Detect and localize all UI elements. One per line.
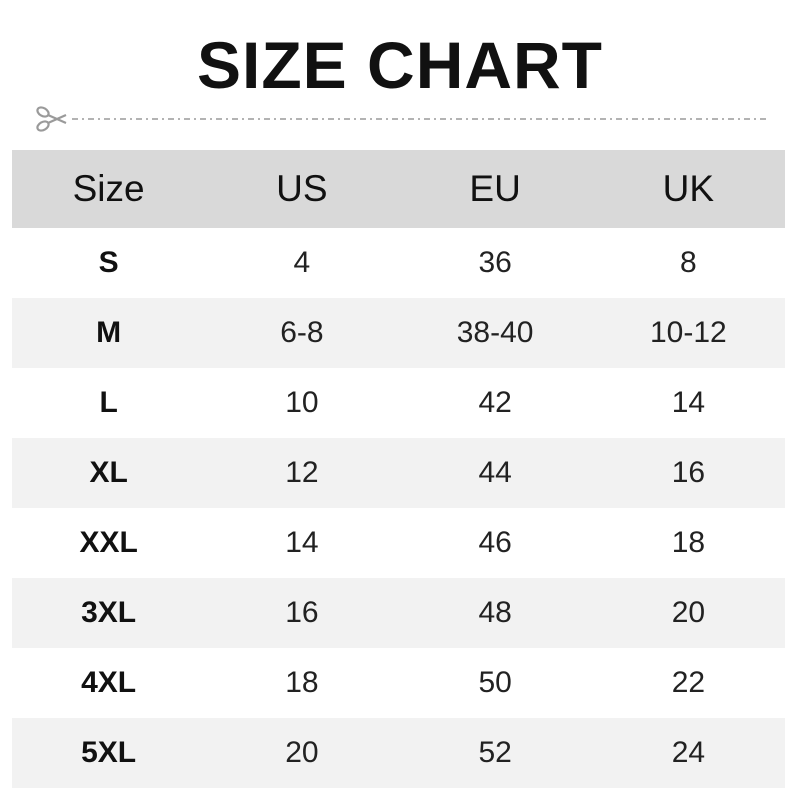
table-row: 4XL 18 50 22 <box>12 648 785 718</box>
table-row: S 4 36 8 <box>12 228 785 298</box>
size-value-eu: 52 <box>398 718 592 788</box>
table-row: XL 12 44 16 <box>12 438 785 508</box>
size-value-us: 14 <box>285 526 319 559</box>
size-label: 3XL <box>12 578 206 648</box>
scissors-icon <box>36 106 67 132</box>
column-header-size: Size <box>12 150 206 228</box>
table-row: 3XL 16 48 20 <box>12 578 785 648</box>
size-value-us: 16 <box>205 578 399 648</box>
size-value-us: 10 <box>285 386 319 419</box>
size-value-eu: 50 <box>478 666 512 699</box>
size-value-uk: 10-12 <box>591 298 785 368</box>
size-value-eu: 44 <box>398 438 592 508</box>
table-row: 5XL 20 52 24 <box>12 718 785 788</box>
size-table: Size US EU UK S 4 36 8 M 6-8 38-40 10-12 L 10 42 14 XL 1… <box>12 150 785 788</box>
size-value-us: 6-8 <box>205 298 399 368</box>
size-value-eu: 46 <box>478 526 512 559</box>
table-header-row: Size US EU UK <box>12 150 785 228</box>
table-row: M 6-8 38-40 10-12 <box>12 298 785 368</box>
size-value-us: 20 <box>205 718 399 788</box>
size-value-eu: 36 <box>478 246 512 279</box>
size-value-uk: 20 <box>591 578 785 648</box>
table-row: L 10 42 14 <box>12 368 785 438</box>
size-value-uk: 22 <box>671 666 706 699</box>
page-title: SIZE CHART <box>197 28 603 102</box>
size-label: XXL <box>79 526 138 559</box>
size-value-us: 18 <box>285 666 319 699</box>
size-value-uk: 14 <box>671 386 706 419</box>
size-label: 4XL <box>81 666 137 699</box>
size-label: S <box>98 246 119 279</box>
size-value-uk: 8 <box>680 246 697 279</box>
size-value-uk: 16 <box>591 438 785 508</box>
size-label: XL <box>12 438 206 508</box>
size-label: 5XL <box>12 718 206 788</box>
cut-line <box>36 106 766 132</box>
column-header-uk: UK <box>591 150 785 228</box>
size-label: M <box>12 298 206 368</box>
size-value-uk: 18 <box>671 526 706 559</box>
size-value-us: 4 <box>293 246 311 279</box>
column-header-eu: EU <box>398 150 592 228</box>
table-row: XXL 14 46 18 <box>12 508 785 578</box>
size-label: L <box>99 386 118 419</box>
size-value-eu: 48 <box>398 578 592 648</box>
size-value-eu: 38-40 <box>398 298 592 368</box>
column-header-us: US <box>205 150 399 228</box>
size-value-eu: 42 <box>478 386 512 419</box>
size-value-us: 12 <box>205 438 399 508</box>
size-value-uk: 24 <box>591 718 785 788</box>
